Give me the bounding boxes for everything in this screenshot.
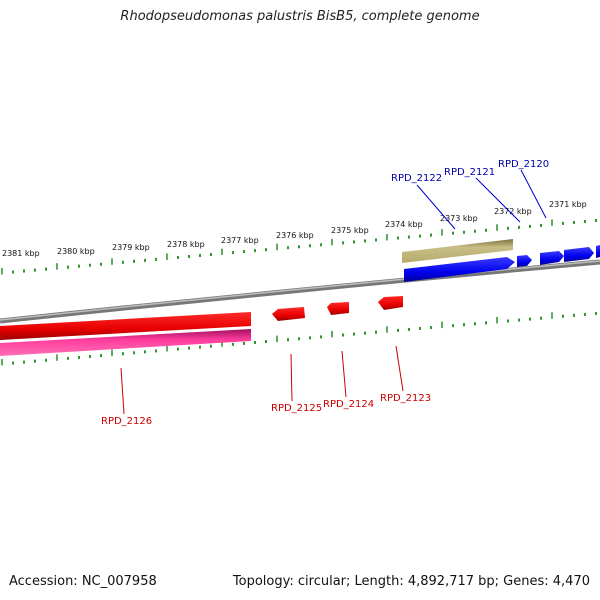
gene-bar-forward[interactable] (564, 247, 594, 262)
lower-tick-track (1, 312, 597, 366)
gene-label-forward[interactable]: RPD_2120 (498, 159, 549, 170)
gene-bar-forward[interactable] (517, 255, 532, 267)
topology-text: Topology: circular; Length: 4,892,717 bp… (232, 574, 590, 589)
forward-cds-track (402, 239, 513, 263)
tick-label: 2378 kbp (167, 240, 205, 249)
gene-bar-forward[interactable] (596, 245, 600, 258)
tick-label: 2379 kbp (112, 243, 150, 252)
tick-label: 2373 kbp (440, 214, 478, 223)
genome-backbone (0, 259, 600, 324)
gene-label-reverse[interactable]: RPD_2126 (101, 416, 152, 427)
gene-label-reverse[interactable]: RPD_2124 (323, 399, 374, 410)
reverse-gene-track (0, 296, 403, 340)
map-title: Rhodopseudomonas palustris BisB5, comple… (120, 9, 480, 24)
tick-label: 2372 kbp (494, 207, 532, 216)
accession-text: Accession: NC_007958 (9, 574, 157, 589)
gene-bar-forward[interactable] (540, 251, 564, 265)
gene-bar-reverse[interactable] (327, 302, 349, 315)
tick-label: 2375 kbp (331, 226, 369, 235)
tick-label: 2377 kbp (221, 236, 259, 245)
tick-label: 2380 kbp (57, 247, 95, 256)
gene-label-forward[interactable]: RPD_2121 (444, 167, 495, 178)
gene-leader-lines (120, 169, 547, 415)
gene-bar-reverse[interactable] (0, 312, 251, 340)
gene-label-reverse[interactable]: RPD_2123 (380, 393, 431, 404)
reverse-cds-track (0, 329, 251, 356)
genome-backbone-highlight (0, 260, 600, 321)
tick-label: 2374 kbp (385, 220, 423, 229)
gene-label-forward[interactable]: RPD_2122 (391, 173, 442, 184)
gene-label-reverse[interactable]: RPD_2125 (271, 403, 322, 414)
tick-label: 2376 kbp (276, 231, 314, 240)
forward-gene-track (404, 245, 600, 282)
gene-bar-forward[interactable] (404, 257, 515, 282)
tick-label: 2371 kbp (549, 200, 587, 209)
gene-bar-reverse[interactable] (378, 296, 403, 310)
upper-tick-track (1, 219, 597, 275)
tick-label: 2381 kbp (2, 249, 40, 258)
gene-bar-reverse[interactable] (272, 307, 305, 321)
